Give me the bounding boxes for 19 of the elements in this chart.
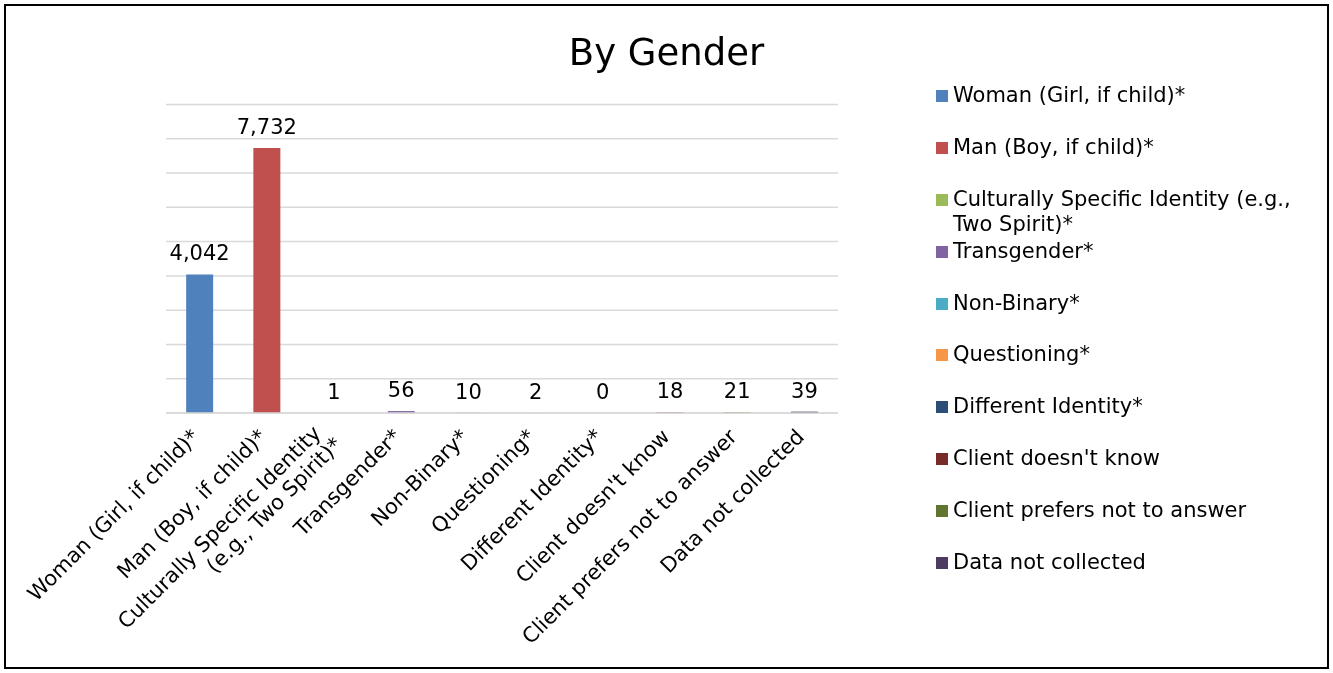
data-label: 7,732 (236, 114, 297, 139)
legend-label: Transgender* (953, 238, 1094, 263)
data-label: 0 (596, 380, 610, 404)
data-label: 2 (528, 379, 543, 404)
legend-label: Culturally Specific Identity (e.g., Two Spirit)* (953, 186, 1291, 236)
data-label: 4,042 (169, 241, 230, 266)
data-label: 18 (656, 379, 684, 404)
data-label: 39 (791, 378, 818, 403)
data-label: 21 (723, 379, 751, 404)
legend-label: Man (Boy, if child)* (953, 134, 1154, 159)
legend-label: Client doesn't know (953, 446, 1160, 471)
data-label: 56 (387, 378, 415, 403)
data-label: 10 (455, 379, 482, 404)
data-label: 1 (327, 379, 341, 404)
legend-label: Non-Binary* (953, 290, 1080, 315)
chart-title: By Gender (567, 31, 766, 75)
legend-label: Different Identity* (953, 394, 1143, 419)
legend-label: Questioning* (953, 342, 1090, 367)
legend-label: Woman (Girl, if child)* (953, 83, 1186, 107)
